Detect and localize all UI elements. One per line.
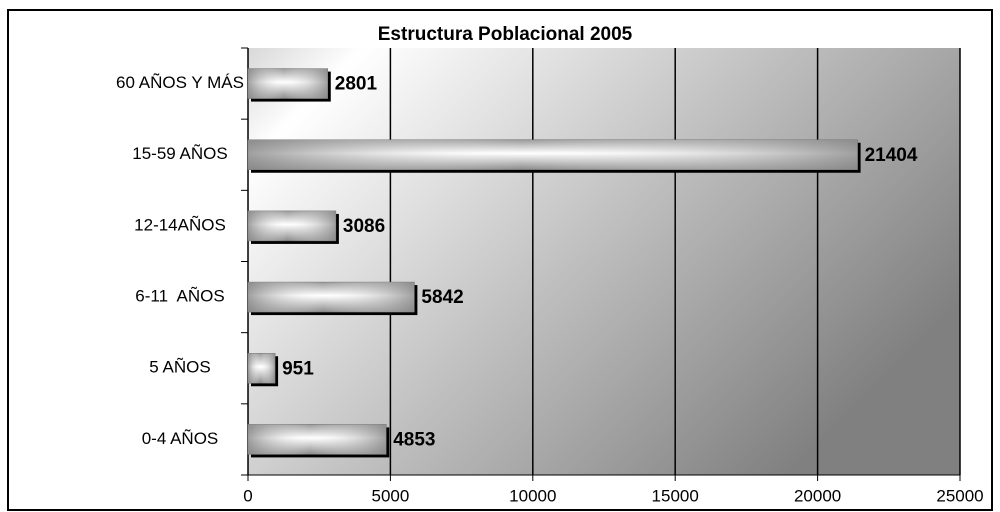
y-tick-label: 60 AÑOS Y MÁS	[116, 73, 244, 92]
bar-shade	[248, 68, 328, 99]
y-tick-label: 12-14AÑOS	[134, 215, 226, 234]
y-tick-label: 0-4 AÑOS	[142, 429, 219, 448]
y-tick-label: 5 AÑOS	[149, 358, 210, 377]
bar-shade	[248, 210, 336, 241]
value-label: 2801	[335, 74, 378, 95]
x-tick-label: 10000	[509, 486, 556, 505]
value-label: 4853	[393, 429, 435, 450]
y-tick-label: 6-11 AÑOS	[135, 287, 224, 306]
x-tick-label: 0	[243, 486, 252, 505]
x-tick-label: 20000	[794, 486, 841, 505]
value-label: 5842	[421, 287, 463, 308]
x-tick-label: 5000	[371, 486, 409, 505]
bar-shade	[248, 139, 858, 170]
bar-shade	[248, 353, 276, 384]
bar-shade	[248, 424, 387, 455]
value-label: 21404	[865, 145, 918, 166]
plot-area	[248, 48, 960, 475]
x-tick-label: 15000	[652, 486, 699, 505]
bar-shade	[248, 282, 415, 313]
x-tick-label: 25000	[936, 486, 983, 505]
y-tick-label: 15-59 AÑOS	[132, 144, 227, 163]
chart-title: Estructura Poblacional 2005	[378, 24, 633, 45]
value-label: 3086	[343, 216, 385, 237]
value-label: 951	[282, 358, 314, 379]
